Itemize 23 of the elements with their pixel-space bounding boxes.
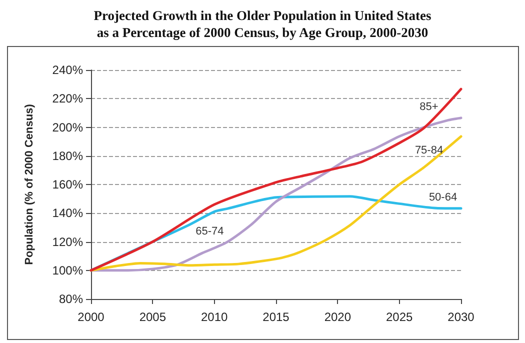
x-tick-label: 2015 — [262, 310, 290, 324]
y-tick-label: 120% — [52, 234, 84, 249]
x-tick-label: 2025 — [386, 310, 414, 324]
y-tick-label: 240% — [52, 63, 84, 77]
y-tick-label: 140% — [52, 206, 84, 220]
y-tick-label: 160% — [52, 178, 84, 192]
x-tick-label: 2000 — [78, 310, 105, 324]
y-tick-label: 180% — [52, 148, 84, 163]
chart-title: Projected Growth in the Older Population in United States as a Percentage of 2000 Census, by Age Group, 2000-2030 — [94, 8, 432, 40]
series-label: 85+ — [420, 101, 438, 114]
y-tick-label: 100% — [52, 263, 84, 278]
y-axis-title: Population (% of 2000 Census) — [24, 104, 36, 265]
series-label: 75-84 — [414, 144, 444, 156]
x-tick-label: 2010 — [200, 310, 228, 324]
x-tick-label: 2005 — [139, 310, 166, 324]
x-tick-label: 2020 — [324, 310, 352, 324]
series-label: 50-64 — [428, 191, 458, 204]
line-series — [90, 88, 462, 272]
series-label: 65-74 — [196, 225, 224, 238]
y-tick-label: 200% — [52, 120, 84, 134]
y-tick-label: 80% — [58, 292, 84, 306]
x-tick-label: 2030 — [448, 310, 475, 324]
y-tick-label: 220% — [52, 92, 84, 106]
